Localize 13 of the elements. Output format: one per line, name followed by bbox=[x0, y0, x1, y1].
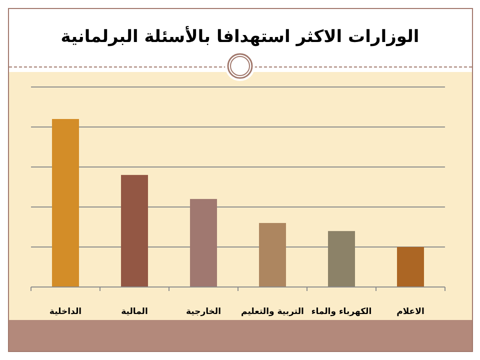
x-tick-label: التربية والتعليم bbox=[241, 307, 304, 317]
x-tick-label: الكهرباء والماء bbox=[311, 307, 372, 317]
x-tick-label: المالية bbox=[121, 307, 148, 317]
x-tick-label: الاعلام bbox=[396, 307, 424, 317]
bar bbox=[52, 119, 79, 287]
bar bbox=[397, 247, 424, 287]
bar bbox=[328, 231, 355, 287]
bar bbox=[121, 174, 148, 287]
x-tick-label: الداخلية bbox=[49, 307, 82, 317]
chart-title: الوزارات الاكثر استهدافا بالأسئلة البرلمانية bbox=[60, 25, 420, 47]
bar bbox=[259, 222, 286, 287]
bar bbox=[190, 198, 217, 287]
x-tick-label: الخارجية bbox=[186, 307, 222, 317]
